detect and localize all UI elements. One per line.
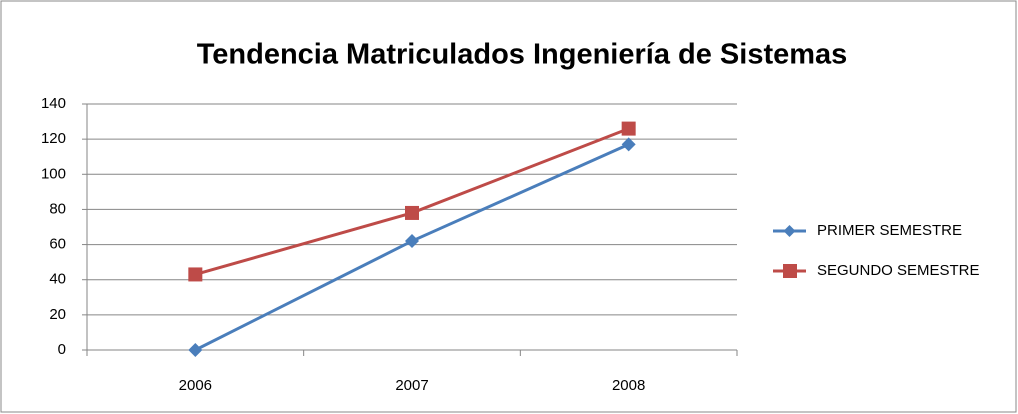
y-tick-label: 80 [49,200,66,217]
y-tick-label: 60 [49,236,66,253]
legend-marker [783,225,796,237]
marker [188,343,203,357]
y-tick-label: 100 [41,165,66,182]
legend-label: PRIMER SEMESTRE [817,222,962,239]
y-tick-label: 120 [41,130,66,147]
y-tick-label: 40 [49,271,66,288]
marker [405,205,419,220]
y-tick-label: 140 [41,95,66,112]
x-tick-label: 2007 [395,377,428,394]
x-tick-label: 2008 [612,377,645,394]
marker [188,267,203,282]
y-tick-label: 0 [58,341,66,358]
x-tick-label: 2006 [179,377,212,394]
marker [621,137,636,152]
chart-title: Tendencia Matriculados Ingeniería de Sis… [197,39,848,71]
y-tick-label: 20 [49,306,66,323]
legend-label: SEGUNDO SEMESTRE [817,262,980,279]
legend-marker [783,264,797,278]
marker [405,234,419,249]
marker [621,121,636,136]
